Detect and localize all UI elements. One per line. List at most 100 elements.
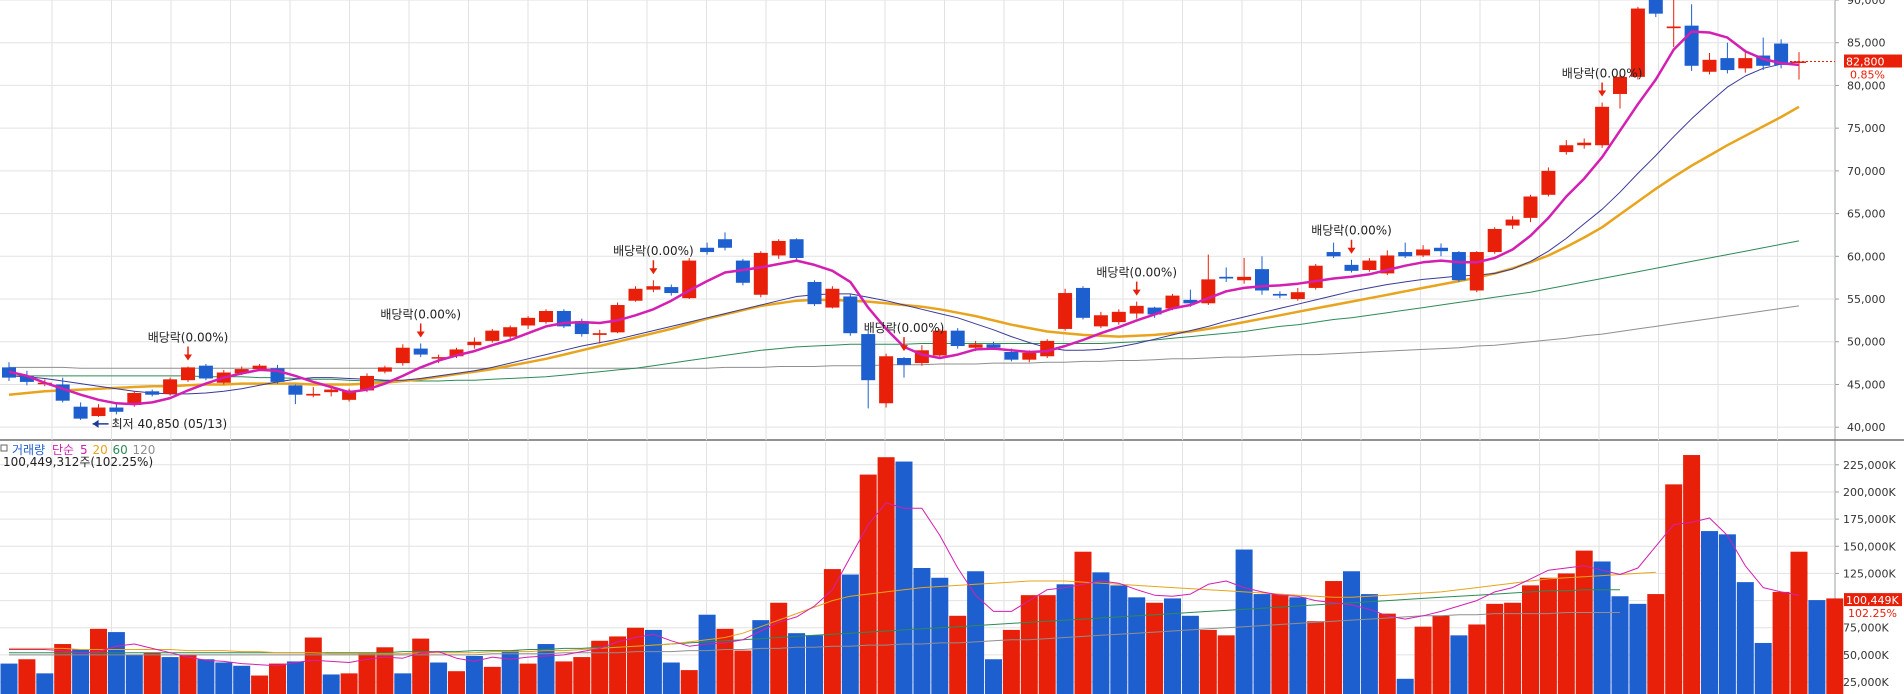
y-tick-label: 25,000K: [1843, 676, 1889, 689]
volume-ma5-line: [9, 502, 1800, 667]
volume-pane: 25,000K50,000K75,000K100,000K125,000K150…: [0, 442, 1896, 694]
ma20-line: [8, 105, 1800, 396]
candle-body: [306, 393, 321, 396]
volume-bar: [1522, 585, 1539, 694]
candle-body: [771, 240, 786, 256]
axis-background: [1835, 0, 1904, 694]
overlays: 배당락(0.00%) 배당락(0.00%) 배당락(0.00%) 배당락(0.00%)…: [92, 54, 1902, 620]
dividend-arrow-icon: [1598, 90, 1607, 97]
candle-body: [109, 407, 124, 412]
volume-bar: [340, 673, 358, 694]
candle-body: [19, 375, 34, 382]
volume-bar: [931, 577, 949, 694]
y-tick-label: 80,000: [1847, 79, 1886, 92]
candle-body: [1129, 305, 1144, 314]
volume-bar: [627, 627, 644, 694]
volume-bar: [465, 655, 483, 694]
volume-bar: [501, 650, 519, 694]
candle-body: [664, 287, 679, 294]
candle-body: [1487, 228, 1502, 253]
volume-bar: [1647, 594, 1665, 694]
volume-bar: [304, 637, 322, 694]
volume-bar: [877, 457, 895, 694]
volume-bar: [1235, 549, 1253, 694]
volume-bar: [1701, 531, 1718, 694]
dividend-arrow-icon: [184, 354, 192, 361]
volume-bar: [1038, 595, 1056, 694]
volume-bar: [1468, 624, 1486, 694]
candle-body: [1577, 142, 1592, 146]
candle-body: [1630, 8, 1645, 77]
volume-bar: [985, 659, 1002, 694]
candle-body: [1756, 55, 1771, 66]
volume-bar: [1414, 626, 1432, 694]
volume-bar: [1611, 596, 1629, 694]
candle-body: [1290, 292, 1305, 300]
dividend-label: 배당락(0.00%): [1311, 224, 1392, 238]
candle-body: [897, 357, 911, 365]
current-volume-pct: 102.25%: [1848, 607, 1897, 620]
dividend-arrow-icon: [1347, 247, 1356, 254]
candle-body: [127, 393, 142, 405]
candle-body: [431, 357, 446, 359]
volume-bar: [1557, 573, 1575, 694]
volume-bar: [680, 670, 698, 694]
candle-body: [1183, 299, 1198, 304]
current-price-label: 82,800: [1846, 56, 1885, 69]
candle-body: [1004, 352, 1019, 360]
candle-body: [1469, 252, 1484, 291]
volume-legend-item: 20: [93, 443, 108, 457]
volume-bar: [1683, 455, 1701, 694]
volume-bar: [1665, 484, 1683, 694]
candle-body: [163, 379, 178, 394]
volume-bar: [788, 633, 806, 694]
candle-body: [610, 305, 625, 333]
volume-bar: [1593, 561, 1611, 694]
y-tick-label: 225,000K: [1843, 459, 1896, 472]
pane-toggle-icon: [0, 444, 8, 452]
volume-bar: [412, 638, 430, 694]
y-tick-label: 125,000K: [1843, 567, 1896, 580]
y-tick-label: 75,000K: [1843, 622, 1889, 635]
y-tick-label: 45,000: [1847, 378, 1886, 391]
candle-body: [1792, 61, 1806, 64]
volume-bar: [1539, 577, 1557, 694]
volume-legend-item: 거래량: [12, 443, 45, 457]
y-tick-label: 200,000K: [1843, 486, 1896, 499]
candle-body: [181, 367, 195, 381]
candle-body: [986, 344, 1001, 348]
candle-body: [825, 288, 840, 308]
volume-bar: [1307, 621, 1325, 694]
y-tick-label: 70,000: [1847, 165, 1886, 178]
dividend-label: 배당락(0.00%): [148, 331, 229, 345]
volume-bar: [36, 673, 54, 694]
candle-body: [1451, 252, 1466, 281]
y-tick-label: 65,000: [1847, 208, 1886, 221]
current-price-change: 0.85%: [1850, 69, 1885, 82]
volume-bar: [913, 568, 931, 694]
candle-body: [395, 347, 410, 364]
volume-bar: [54, 644, 72, 694]
dividend-label: 배당락(0.00%): [1562, 67, 1643, 81]
candle-body: [1362, 260, 1377, 270]
candle-body: [288, 385, 303, 395]
volume-bar: [215, 662, 233, 694]
y-tick-label: 150,000K: [1843, 540, 1896, 553]
volume-bar: [1020, 595, 1038, 694]
candle-body: [1398, 252, 1413, 257]
candle-body: [1648, 0, 1663, 14]
candle-body: [1219, 276, 1234, 279]
candle-body: [145, 391, 160, 395]
candle-body: [753, 252, 768, 295]
volume-bar: [286, 661, 304, 694]
candle-body: [1272, 293, 1287, 296]
volume-bar: [806, 635, 823, 694]
volume-bar: [1289, 597, 1307, 694]
volume-bar: [823, 569, 841, 694]
volume-bar: [1146, 602, 1164, 694]
candle-body: [1559, 145, 1574, 153]
candle-body: [932, 330, 947, 356]
y-tick-label: 90,000: [1847, 0, 1886, 7]
